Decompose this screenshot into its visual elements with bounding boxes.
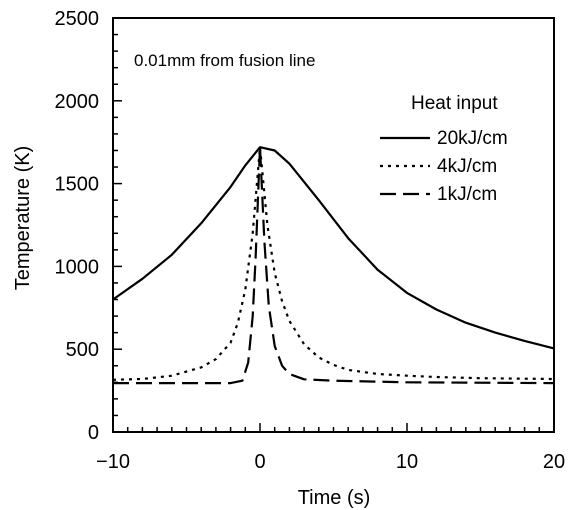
x-tick-label: 20 bbox=[543, 451, 565, 473]
legend-label: 20kJ/cm bbox=[437, 128, 508, 149]
y-tick-label: 2500 bbox=[55, 8, 100, 30]
y-tick-label: 2000 bbox=[55, 91, 100, 113]
series-layer bbox=[112, 146, 555, 385]
y-axis-title: Temperature (K) bbox=[12, 146, 34, 291]
plot-frame bbox=[112, 17, 555, 433]
tick-labels: −10 0 10 20 0 500 1000 1500 2000 2500 bbox=[55, 8, 566, 473]
x-tick-label: 10 bbox=[396, 451, 418, 473]
x-tick-label: 0 bbox=[254, 451, 265, 473]
series-line-20kj-cm bbox=[112, 146, 555, 350]
y-tick-label: 500 bbox=[66, 339, 99, 361]
y-tick-label: 1000 bbox=[55, 256, 100, 278]
legend-label: 4kJ/cm bbox=[437, 156, 497, 177]
series-line-1kj-cm bbox=[113, 146, 555, 385]
legend-title: Heat input bbox=[411, 93, 498, 114]
y-tick-label: 0 bbox=[88, 422, 99, 444]
axis-ticks bbox=[112, 17, 555, 433]
legend: Heat input 20kJ/cm 4kJ/cm 1kJ/cm bbox=[380, 93, 508, 205]
x-axis-title: Time (s) bbox=[298, 487, 371, 509]
x-tick-label: −10 bbox=[96, 451, 130, 473]
y-tick-label: 1500 bbox=[55, 174, 100, 196]
series-line-4kj-cm bbox=[112, 146, 555, 381]
legend-label: 1kJ/cm bbox=[437, 184, 497, 205]
fusion-line-annotation: 0.01mm from fusion line bbox=[134, 51, 315, 70]
